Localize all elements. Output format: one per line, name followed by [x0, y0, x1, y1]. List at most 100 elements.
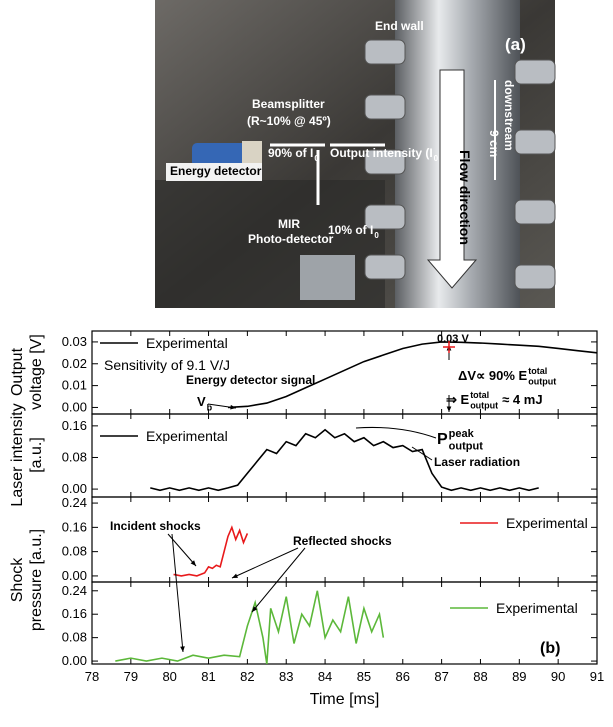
annotation-sub: output — [528, 377, 556, 387]
legend-label: Experimental — [496, 600, 578, 616]
energy-detector-body — [192, 143, 252, 167]
annotation: Sensitivity of 9.1 V/J — [104, 357, 230, 373]
x-tick-label: 79 — [124, 669, 138, 684]
data-line — [150, 428, 539, 492]
annotation-sub: b — [207, 403, 213, 413]
y-tick-label: 0.00 — [62, 568, 87, 583]
x-tick-label: 78 — [85, 669, 99, 684]
annotation-text: Reflected shocks — [293, 534, 392, 548]
annotation-sub: output — [449, 441, 484, 453]
flow-arrow — [426, 69, 478, 289]
data-line — [227, 341, 597, 409]
annotation-text: 90% of I — [268, 146, 313, 160]
y-tick-label: 0.03 — [62, 334, 87, 349]
annotation-text: (b) — [540, 640, 560, 657]
annotation-text: (a) — [505, 35, 526, 54]
annotation: Ppeak output — [437, 428, 483, 453]
y-tick-label: 0.08 — [62, 544, 87, 559]
y-tick-label: 0.24 — [62, 495, 87, 510]
annotation-text: P — [437, 431, 448, 448]
annotation-sub: output — [470, 401, 498, 411]
annotation-sup: peak — [449, 428, 475, 440]
plot-frame — [91, 581, 598, 665]
annotation: Energy detector signal — [186, 373, 315, 387]
pointer-head — [230, 404, 236, 410]
annotation: 0.03 V — [437, 333, 469, 345]
annotation-text: ⇒ E — [446, 392, 470, 407]
annotation-text: Sensitivity of 9.1 V/J — [104, 357, 230, 373]
annotation: Reflected shocks — [293, 534, 392, 548]
annotation-text: (R~10% @ 45º) — [247, 114, 331, 128]
x-tick-label: 85 — [357, 669, 371, 684]
x-tick-label: 83 — [279, 669, 293, 684]
chart: 0.00 0.01 0.02 0.03 Output voltage [V] Experim… — [9, 330, 604, 708]
annotation-sup: total — [470, 390, 489, 400]
y-tick-label: 0.16 — [62, 606, 87, 621]
y-tick-label: 0.02 — [62, 356, 87, 371]
data-line — [173, 525, 249, 577]
y-tick-label: 0.01 — [62, 378, 87, 393]
annotation-text: 9 cm — [487, 130, 501, 157]
annotation-text: 10% of I — [328, 223, 373, 237]
y-tick-label: 0.16 — [62, 418, 87, 433]
annotation-text: Photo-detector — [248, 232, 334, 246]
data-line — [115, 590, 385, 664]
y-axis-title: [a.u.] — [28, 437, 45, 473]
x-tick-label: 89 — [512, 669, 526, 684]
annotation-text: Incident shocks — [110, 519, 201, 533]
label-background — [166, 163, 262, 181]
x-tick-label: 80 — [162, 669, 176, 684]
y-tick-label: 0.00 — [62, 653, 87, 668]
x-tick-label: 82 — [240, 669, 254, 684]
energy-detector-head — [242, 141, 262, 169]
photo: End wall (a) Beamsplitter (R~10% @ 45º) Ener… — [155, 0, 556, 308]
x-tick-label: 87 — [434, 669, 448, 684]
annotation-text: Beamsplitter — [252, 97, 325, 111]
annotation-sup: total — [528, 366, 547, 376]
pointer-line — [411, 446, 433, 461]
pointer-head — [232, 573, 238, 578]
annotation: 10% of I0 — [328, 223, 379, 240]
x-tick-label: 84 — [318, 669, 332, 684]
annotation: Output intensity (I0) — [330, 146, 446, 163]
legend-label: Experimental — [146, 428, 228, 444]
pointer-head — [252, 606, 258, 612]
legend-label: Experimental — [146, 335, 228, 351]
pointer-curve — [355, 426, 437, 439]
annotation: End wall — [375, 19, 424, 33]
annotation: (a) — [505, 35, 526, 54]
annotation: (b) — [540, 640, 560, 657]
x-tick-label: 86 — [396, 669, 410, 684]
photo-detector-body — [300, 255, 355, 300]
y-tick-label: 0.00 — [62, 399, 87, 414]
annotation: (R~10% @ 45º) — [247, 114, 331, 128]
annotation-text: MIR — [278, 217, 300, 231]
annotation-text: Output intensity (I — [330, 146, 433, 160]
y-axis-title: Output — [9, 347, 26, 396]
annotation: 90% of I0 — [268, 146, 319, 163]
annotation-sub: 0 — [314, 154, 319, 163]
y-axis-title: Shock — [9, 557, 26, 602]
annotation-text: ΔV∝ 90% E — [458, 368, 528, 383]
flanges — [364, 39, 556, 290]
y-tick-label: 0.16 — [62, 519, 87, 534]
y-tick-label: 0.08 — [62, 449, 87, 464]
y-tick-label: 0.00 — [62, 481, 87, 496]
annotation-text: ≈ 4 mJ — [502, 392, 542, 407]
annotation: Photo-detector — [248, 232, 334, 246]
y-tick-label: 0.08 — [62, 630, 87, 645]
pointer-line — [171, 533, 184, 653]
plot-frame — [91, 413, 598, 498]
annotation-text: V — [197, 394, 206, 409]
x-tick-label: 91 — [590, 669, 604, 684]
x-tick-label: 88 — [473, 669, 487, 684]
annotation: ΔV∝ 90% Etotal output — [458, 366, 556, 386]
annotation: Laser radiation — [434, 455, 520, 469]
annotation: Energy detector — [170, 164, 262, 178]
annotation: downstream — [502, 80, 516, 151]
annotation: Beamsplitter — [252, 97, 325, 111]
annotation: Vb — [197, 394, 213, 413]
annotation-text: Energy detector — [170, 164, 262, 178]
pointer-head — [190, 560, 196, 566]
